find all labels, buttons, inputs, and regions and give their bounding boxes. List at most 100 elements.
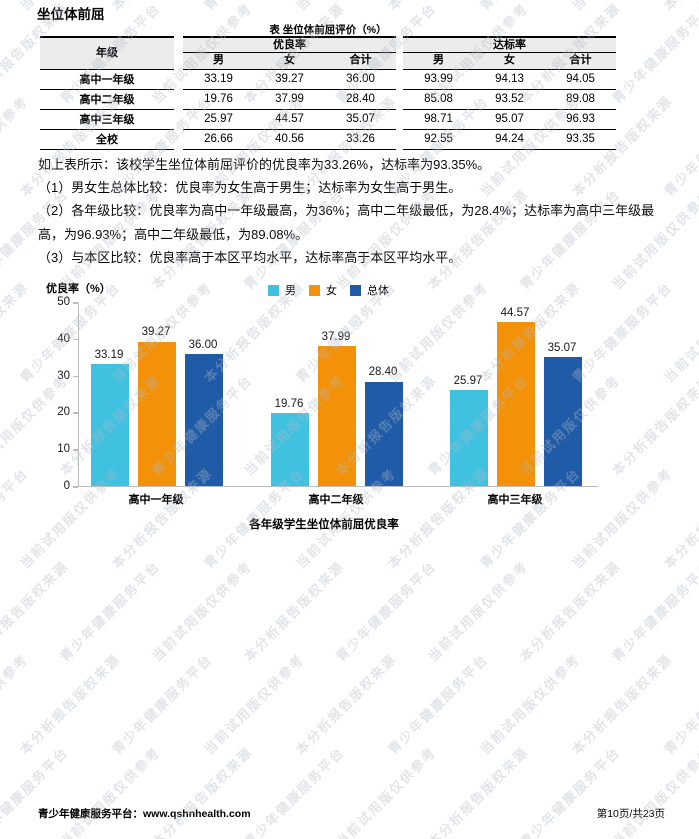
grade-excellent-rate-chart: 优良率（%） 男 女 总体 0 10 20 30 40 50 各年级学生坐位体前屈优良率 33… [0, 276, 699, 566]
chart-legend: 男 女 总体 [268, 282, 389, 298]
value-cell: 33.19 [204, 73, 233, 85]
legend-label: 男 [285, 285, 296, 297]
page-footer: 青少年健康服务平台：www.qshnhealth.com 第10页/共23页 [38, 806, 665, 821]
table-row: 25.97 44.57 35.07 [183, 110, 396, 130]
bar-总体-高中一年级 [185, 353, 223, 486]
table-row: 19.76 37.99 28.40 [183, 90, 396, 110]
bar-value-label: 36.00 [188, 338, 218, 351]
watermark-text: 本分析报告版权来源 [0, 835, 32, 839]
table-row: 33.19 39.27 36.00 [183, 70, 396, 90]
column-header: 女 [504, 54, 515, 66]
column-header: 合计 [349, 54, 372, 66]
table-row: 92.55 94.24 93.35 [403, 130, 616, 150]
y-tick-label: 40 [57, 332, 70, 345]
value-cell: 92.55 [424, 133, 453, 145]
value-cell: 93.52 [495, 93, 524, 105]
y-axis-label: 优良率（%） [46, 283, 111, 295]
watermark-text: 当前试用版仅供参考 [477, 651, 584, 758]
y-tick-mark [73, 302, 78, 304]
table-row: 高中一年级 [40, 70, 174, 90]
legend-label: 总体 [367, 285, 389, 297]
bar-男-高中三年级 [450, 390, 488, 486]
pass-rate-header: 达标率 [403, 38, 616, 53]
watermark-text: 当前试用版仅供参考 [659, 835, 699, 839]
legend-swatch-男 [268, 284, 279, 296]
watermark-text: 当前试用版仅供参考 [149, 558, 256, 665]
y-tick-label: 10 [57, 443, 70, 456]
watermark-text: 青少年健康服务平台 [15, 835, 124, 839]
excellent-rate-subheader: 男 女 合计 [183, 53, 396, 70]
x-axis-label-高中三年级: 高中三年级 [487, 494, 543, 506]
plot-area [78, 303, 598, 487]
grade-cell: 全校 [96, 134, 118, 146]
watermark-text: 青少年健康服务平台 [57, 558, 164, 665]
watermark-text: 本分析报告版权来源 [425, 744, 532, 839]
watermark-text: 青少年健康服务平台 [517, 744, 624, 839]
table-title: 表 坐位体前屈评价（%） [269, 24, 387, 36]
page-title: 坐位体前屈 [37, 7, 105, 22]
value-cell: 94.05 [566, 73, 595, 85]
y-tick-label: 20 [57, 406, 70, 419]
value-cell: 37.99 [275, 93, 304, 105]
x-axis-label-高中二年级: 高中二年级 [308, 494, 364, 506]
value-cell: 93.35 [566, 133, 595, 145]
watermark-text: 当前试用版仅供参考 [383, 835, 492, 839]
value-cell: 26.66 [204, 133, 233, 145]
grade-cell: 高中一年级 [79, 74, 135, 86]
column-header: 女 [284, 54, 295, 66]
table-row: 26.66 40.56 33.26 [183, 130, 396, 150]
y-tick-mark [73, 412, 78, 414]
footer-page-number: 第10页/共23页 [596, 808, 665, 820]
watermark-text: 青少年健康服务平台 [609, 558, 699, 665]
bar-value-label: 37.99 [321, 331, 351, 344]
watermark-text: 当前试用版仅供参考 [0, 651, 32, 758]
y-tick-mark [73, 375, 78, 378]
value-cell: 36.00 [346, 73, 375, 85]
value-cell: 44.57 [275, 113, 304, 125]
analysis-line: （3）与本区比较：优良率高于本区平均水平，达标率高于本区平均水平。 [38, 249, 462, 265]
chart-title: 各年级学生坐位体前屈优良率 [249, 519, 399, 531]
watermark-text: 青少年健康服务平台 [567, 835, 676, 839]
table-row: 93.99 94.13 94.05 [403, 70, 616, 90]
value-cell: 94.24 [495, 133, 524, 145]
legend-swatch-女 [309, 284, 320, 296]
bar-value-label: 28.40 [368, 366, 398, 379]
watermark-text: 本分析报告版权来源 [569, 651, 676, 758]
analysis-text-block: 如上表所示：该校学生坐位体前屈评价的优良率为33.26%，达标率为93.35%。… [38, 153, 668, 269]
bar-value-label: 39.27 [141, 326, 171, 339]
watermark-text: 本分析报告版权来源 [241, 558, 348, 665]
value-cell: 93.99 [424, 73, 453, 85]
value-cell: 25.97 [204, 113, 233, 125]
value-cell: 98.71 [424, 113, 453, 125]
grade-cell: 高中二年级 [79, 94, 135, 106]
bar-男-高中二年级 [271, 413, 309, 486]
watermark-text: 本分析报告版权来源 [17, 651, 124, 758]
watermark-text: 本分析报告版权来源 [293, 651, 400, 758]
bar-女-高中三年级 [497, 321, 535, 486]
watermark-text: 本分析报告版权来源 [475, 835, 584, 839]
value-cell: 40.56 [275, 133, 304, 145]
bar-value-label: 44.57 [500, 306, 530, 319]
value-cell: 28.40 [346, 93, 375, 105]
pass-rate-section: 达标率 男 女 合计 93.99 94.13 94.05 85.08 93.52 89.08 9… [403, 36, 616, 150]
table-row: 高中二年级 [40, 90, 174, 110]
value-cell: 95.07 [495, 113, 524, 125]
watermark-text: 青少年健康服务平台 [0, 0, 32, 14]
watermark-text: 本分析报告版权来源 [0, 558, 72, 665]
pass-rate-subheader: 男 女 合计 [403, 53, 616, 70]
watermark-text: 青少年健康服务平台 [199, 0, 308, 14]
watermark-text: 青少年健康服务平台 [109, 651, 216, 758]
value-cell: 85.08 [424, 93, 453, 105]
bar-男-高中一年级 [91, 363, 129, 486]
value-cell: 33.26 [346, 133, 375, 145]
table-row: 85.08 93.52 89.08 [403, 90, 616, 110]
table-row: 高中三年级 [40, 110, 174, 130]
value-cell: 19.76 [204, 93, 233, 105]
grade-cell: 高中三年级 [79, 114, 135, 126]
watermark-text: 青少年健康服务平台 [241, 744, 348, 839]
bar-总体-高中三年级 [544, 356, 582, 486]
watermark-text: 当前试用版仅供参考 [333, 744, 440, 839]
watermark-text: 青少年健康服务平台 [475, 0, 584, 14]
legend-item: 总体 [350, 282, 389, 298]
